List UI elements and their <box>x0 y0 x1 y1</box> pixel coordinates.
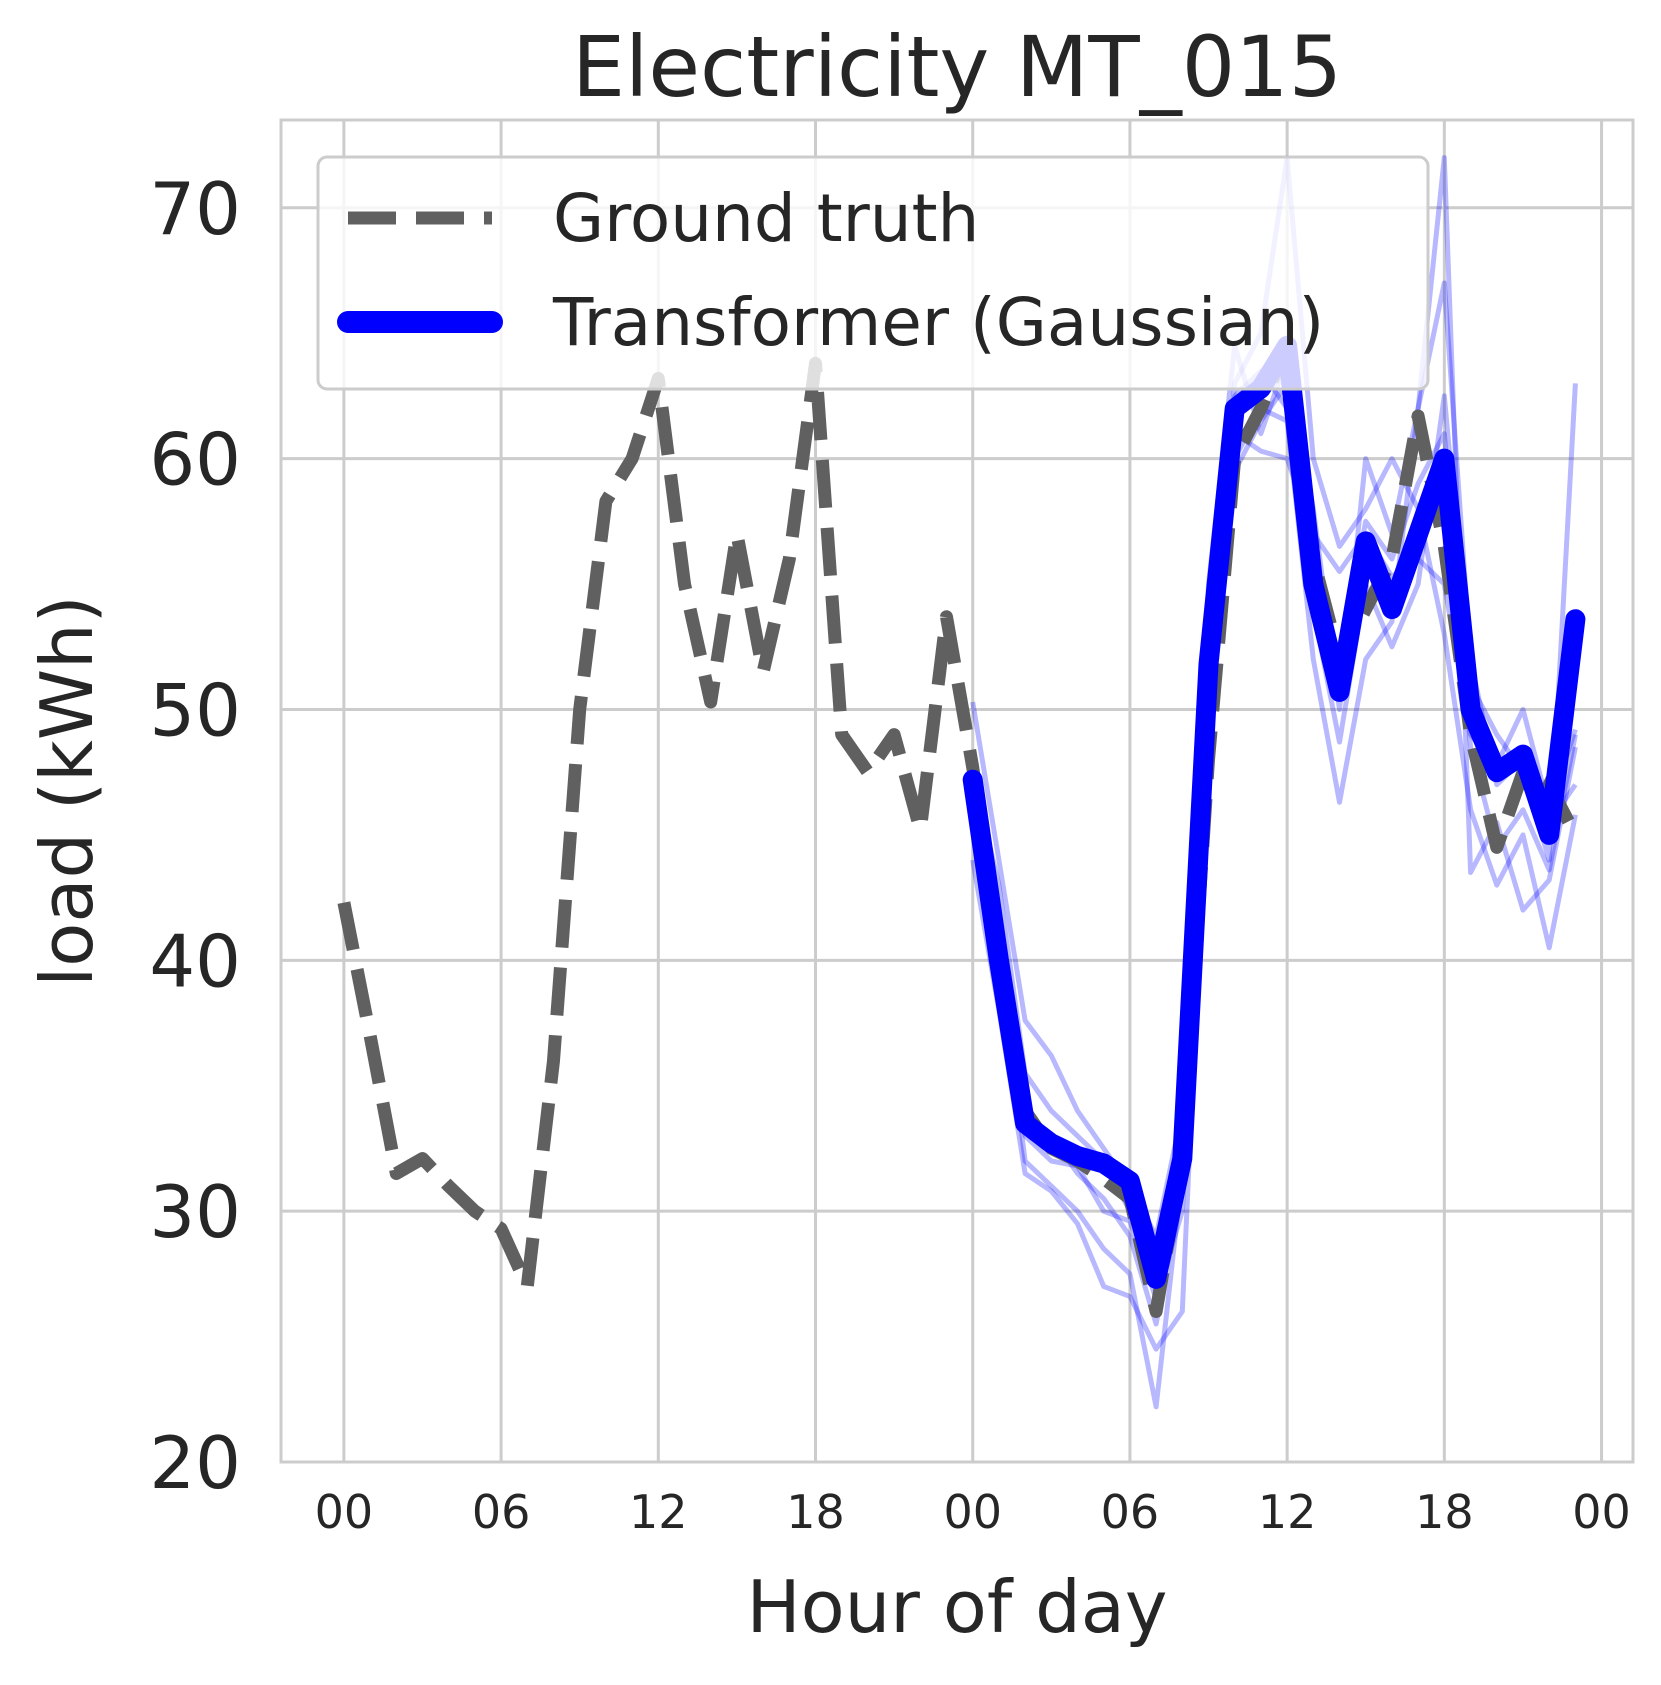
y-tick-label: 60 <box>149 418 241 502</box>
legend-box <box>316 155 1430 391</box>
x-tick-label: 06 <box>1101 1485 1160 1539</box>
x-tick-labels: 00 06 12 18 00 06 12 18 00 <box>315 1485 1631 1539</box>
ground-truth-line <box>337 339 1582 1318</box>
x-tick-label: 00 <box>1572 1485 1631 1539</box>
legend: Ground truth Transformer (Gaussian) <box>316 155 1430 391</box>
legend-label-transformer: Transformer (Gaussian) <box>552 284 1324 361</box>
x-tick-label: 18 <box>786 1485 845 1539</box>
x-tick-label: 06 <box>472 1485 531 1539</box>
y-tick-labels: 20 30 40 50 60 70 <box>149 167 241 1505</box>
y-tick-label: 70 <box>149 167 241 251</box>
y-tick-label: 30 <box>149 1170 241 1254</box>
x-tick-label: 00 <box>315 1485 374 1539</box>
sample-path-line <box>970 155 1578 1352</box>
x-tick-label: 00 <box>943 1485 1002 1539</box>
x-tick-label: 12 <box>1258 1485 1317 1539</box>
y-axis-label: load (kWh) <box>25 595 109 986</box>
x-axis-label: Hour of day <box>746 1565 1167 1649</box>
y-tick-label: 20 <box>149 1421 241 1505</box>
y-tick-label: 50 <box>149 668 241 752</box>
legend-label-ground-truth: Ground truth <box>553 180 979 257</box>
x-tick-label: 18 <box>1415 1485 1474 1539</box>
y-tick-label: 40 <box>149 919 241 1003</box>
x-tick-label: 12 <box>629 1485 688 1539</box>
chart-title: Electricity MT_015 <box>572 18 1342 116</box>
